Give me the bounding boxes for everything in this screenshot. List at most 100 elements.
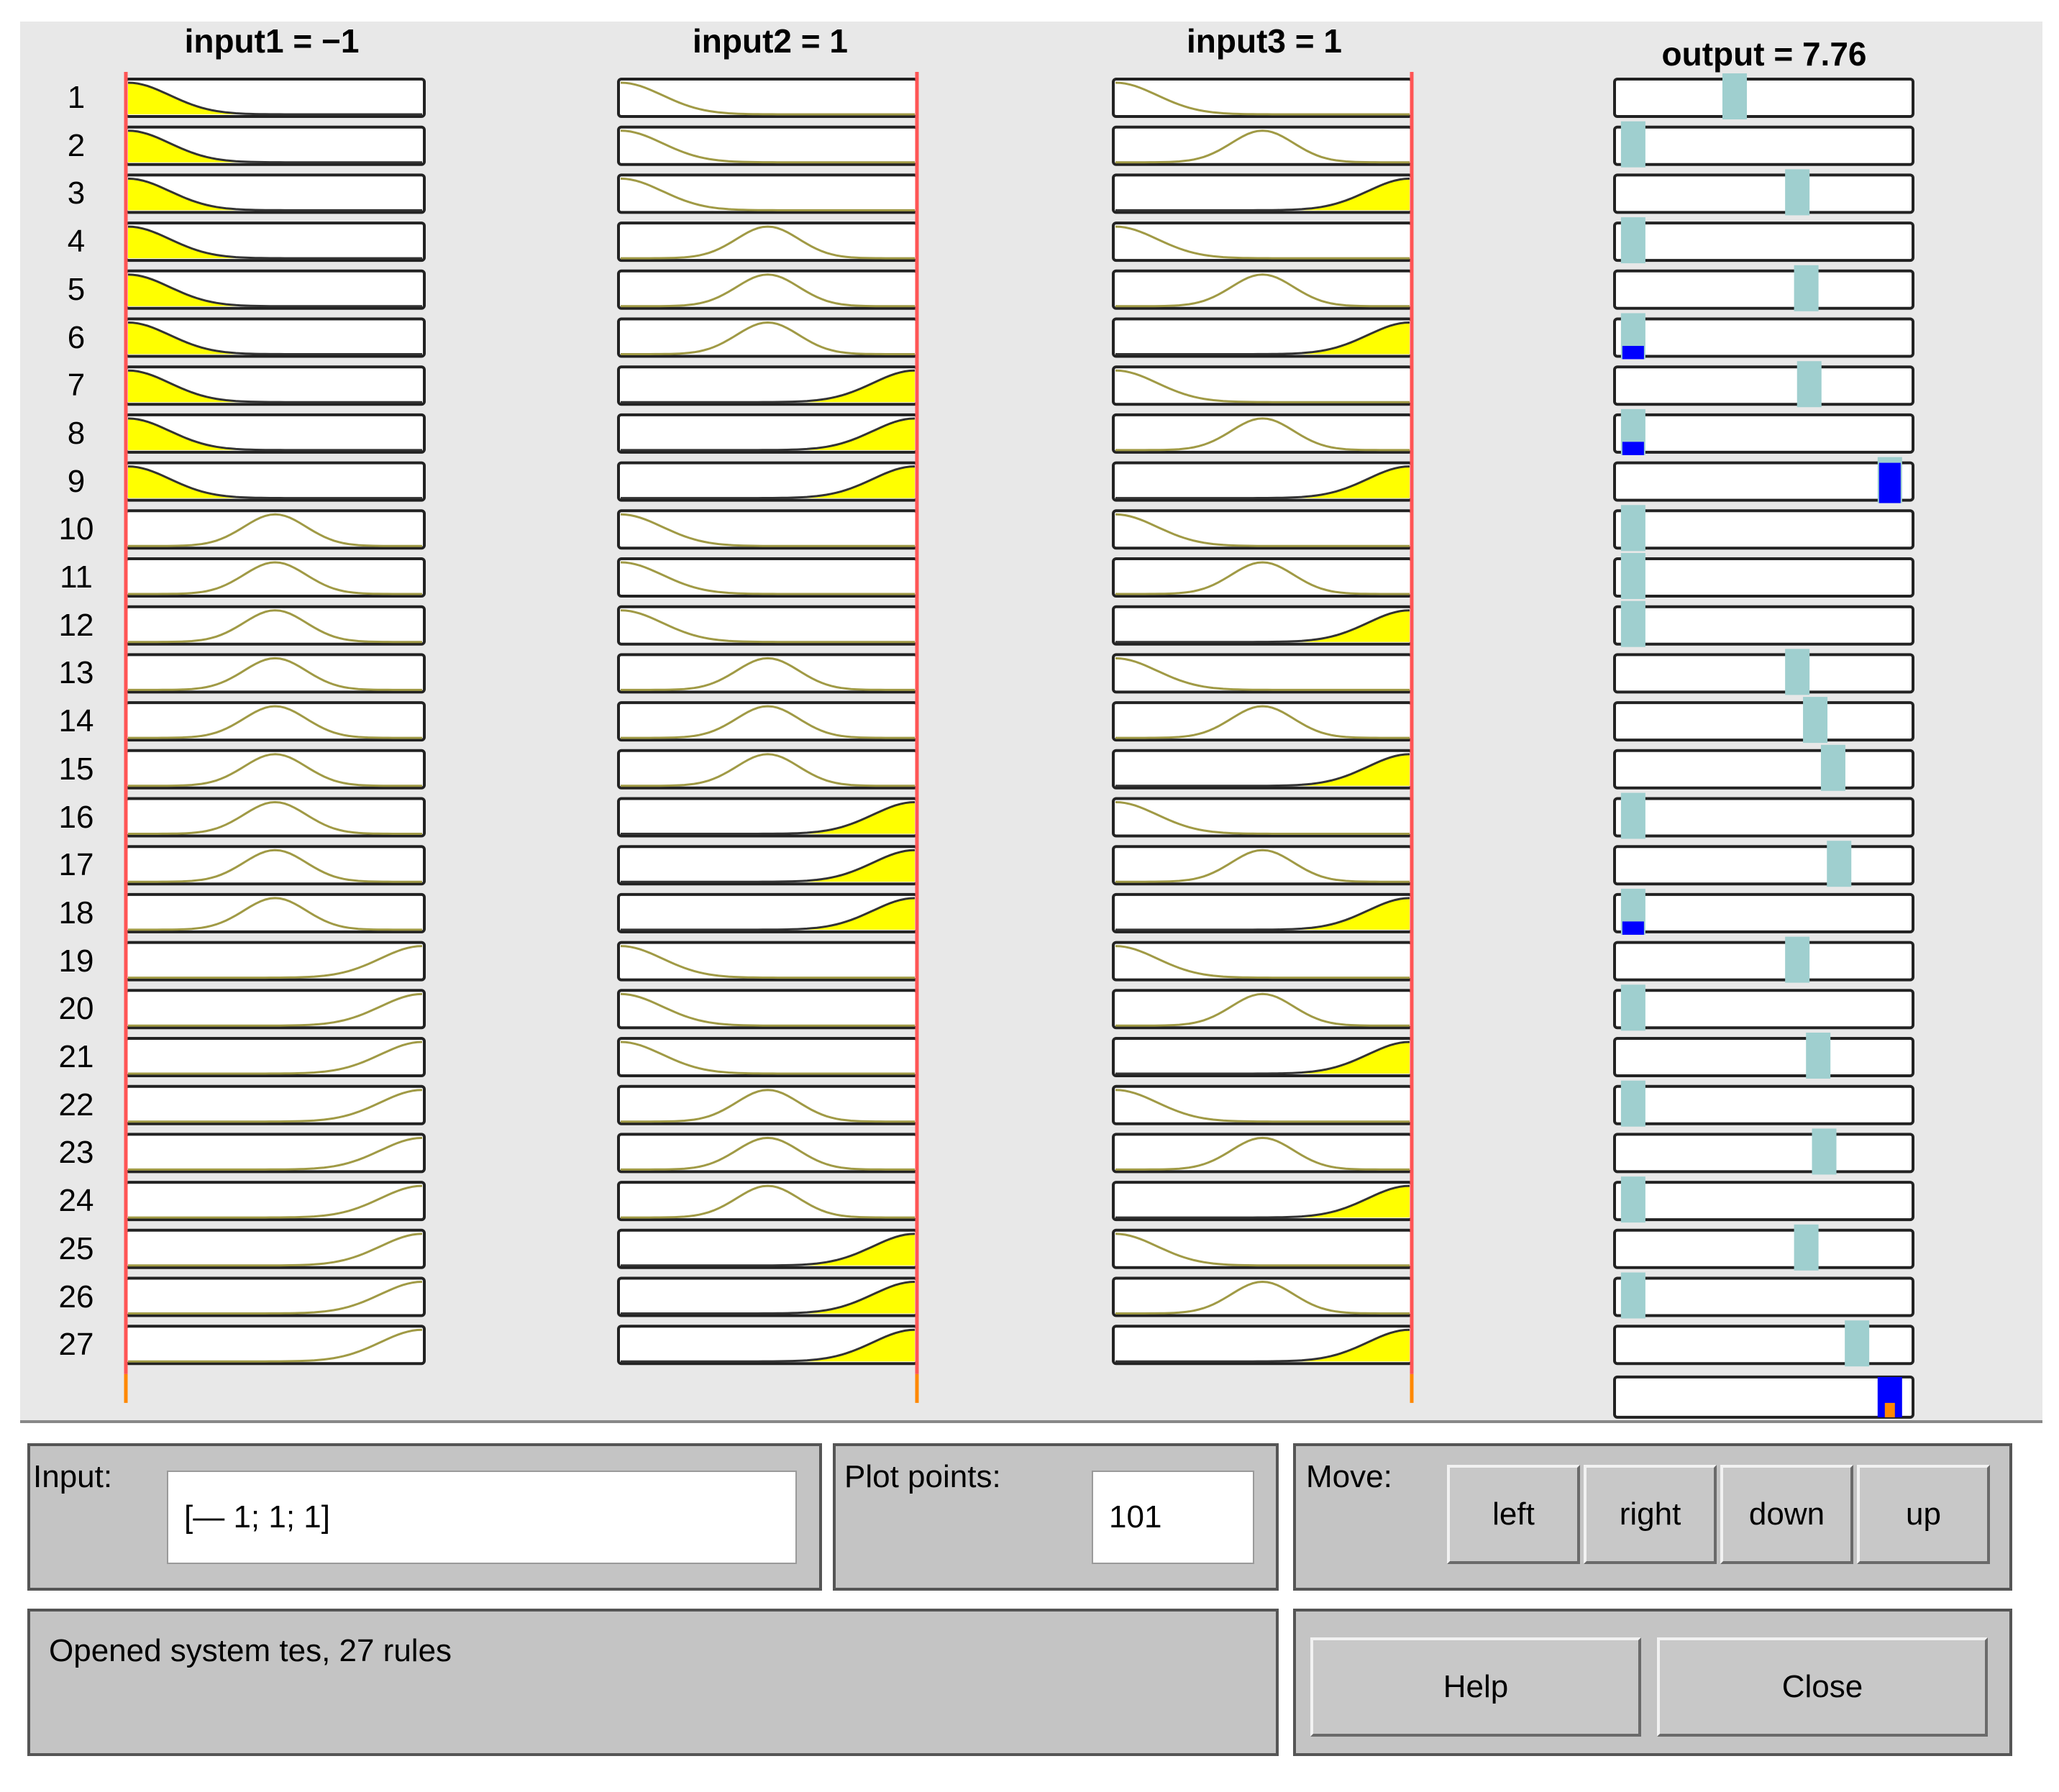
mf-curve xyxy=(620,513,915,547)
rule-9-in1-cell xyxy=(124,461,426,502)
output-box xyxy=(1613,845,1914,886)
mf-box xyxy=(617,605,918,646)
mf-fired-area xyxy=(128,130,422,163)
output-mf-bar xyxy=(1803,697,1828,744)
mf-curve xyxy=(620,81,915,116)
rule-22-in3-cell xyxy=(1112,1084,1413,1125)
output-box xyxy=(1613,125,1914,166)
output-mf-bar xyxy=(1620,984,1645,1031)
rule-number: 8 xyxy=(67,415,86,451)
input-vector-field[interactable]: [— 1; 1; 1] xyxy=(167,1471,797,1564)
mf-curve xyxy=(621,369,916,403)
rule-18-output-cell xyxy=(1613,888,1914,935)
mf-curve xyxy=(1115,1041,1410,1075)
status-text: Opened system tes, 27 rules xyxy=(49,1633,452,1668)
output-fired-bar xyxy=(1622,442,1644,455)
close-button[interactable]: Close xyxy=(1657,1637,1988,1737)
mf-curve xyxy=(1115,945,1410,979)
move-right-button[interactable]: right xyxy=(1584,1465,1717,1564)
rule-6-in1-cell xyxy=(124,317,426,358)
rule-3-in2-cell xyxy=(617,173,918,214)
mf-curve xyxy=(620,561,915,595)
mf-curve xyxy=(128,705,422,739)
rule-number: 7 xyxy=(67,367,86,403)
mf-curve xyxy=(1115,465,1410,500)
rule-25-in3-cell xyxy=(1112,1228,1413,1269)
mf-box xyxy=(1112,557,1413,598)
rule-16-output-cell xyxy=(1613,792,1914,839)
plot-points-field[interactable]: 101 xyxy=(1092,1471,1254,1564)
help-button[interactable]: Help xyxy=(1310,1637,1641,1737)
move-up-button[interactable]: up xyxy=(1857,1465,1990,1564)
rule-number: 5 xyxy=(67,271,86,307)
mf-box xyxy=(617,509,918,550)
output-box xyxy=(1613,797,1914,838)
output-box xyxy=(1613,989,1914,1030)
mf-curve xyxy=(128,561,422,595)
mf-fired-area xyxy=(128,466,422,498)
mf-curve xyxy=(621,273,915,308)
rule-23-output-cell xyxy=(1613,1128,1914,1175)
mf-curve xyxy=(621,225,915,260)
mf-box xyxy=(1112,845,1413,886)
rule-15-in2-cell xyxy=(617,749,918,790)
aggregate-output-cell xyxy=(1613,1375,1914,1419)
rule-23-in1-cell xyxy=(124,1133,426,1174)
mf-box xyxy=(124,1133,426,1174)
mf-box xyxy=(124,605,426,646)
rule-1-output-cell xyxy=(1613,73,1914,119)
input-panel: Input: [— 1; 1; 1] xyxy=(27,1443,822,1591)
mf-curve xyxy=(620,992,915,1027)
mf-fired-area xyxy=(128,274,422,306)
mf-box xyxy=(617,749,918,790)
mf-box xyxy=(1112,221,1413,262)
mf-curve xyxy=(1115,705,1410,739)
mf-box xyxy=(617,653,918,694)
rule-17-in1-cell xyxy=(124,845,426,886)
rule-number: 16 xyxy=(58,799,94,835)
mf-box xyxy=(617,173,918,214)
rule-number: 20 xyxy=(58,991,94,1027)
mf-curve xyxy=(621,657,915,691)
move-left-button[interactable]: left xyxy=(1447,1465,1580,1564)
rule-6-output-cell xyxy=(1613,313,1914,360)
mf-box xyxy=(1112,989,1413,1030)
rule-27-in2-cell xyxy=(617,1325,918,1366)
mf-curve xyxy=(1115,992,1410,1027)
rule-plots[interactable] xyxy=(20,22,2042,1420)
mf-curve xyxy=(127,129,422,164)
output-mf-bar xyxy=(1620,1272,1645,1319)
move-down-button[interactable]: down xyxy=(1720,1465,1853,1564)
mf-box xyxy=(1112,509,1413,550)
mf-box xyxy=(617,557,918,598)
mf-box xyxy=(124,845,426,886)
rule-19-in2-cell xyxy=(617,941,918,982)
output-box xyxy=(1613,1181,1914,1222)
mf-fired-area xyxy=(621,802,915,834)
rule-number: 11 xyxy=(60,559,93,595)
mf-curve xyxy=(1115,609,1410,644)
output-box xyxy=(1613,1228,1914,1269)
rule-8-in3-cell xyxy=(1112,413,1413,454)
rule-14-in3-cell xyxy=(1112,701,1413,742)
mf-box xyxy=(124,1181,426,1222)
rule-27-output-cell xyxy=(1613,1320,1914,1367)
mf-box xyxy=(617,1084,918,1125)
output-box xyxy=(1613,173,1914,214)
rule-number: 25 xyxy=(58,1230,94,1266)
mf-curve xyxy=(128,1089,423,1123)
mf-curve xyxy=(128,992,423,1027)
output-mf-bar xyxy=(1620,1176,1645,1223)
mf-curve xyxy=(128,897,422,931)
plot-points-panel: Plot points: 101 xyxy=(833,1443,1279,1591)
rule-24-in3-cell xyxy=(1112,1181,1413,1222)
mf-box xyxy=(124,1325,426,1366)
mf-box xyxy=(1112,1133,1413,1174)
mf-curve xyxy=(621,897,916,931)
output-mf-bar xyxy=(1827,841,1852,887)
mf-curve xyxy=(1115,1328,1410,1363)
mf-curve xyxy=(621,1328,916,1363)
mf-curve xyxy=(128,1281,423,1315)
rule-11-in1-cell xyxy=(124,557,426,598)
rule-number: 10 xyxy=(58,511,94,547)
